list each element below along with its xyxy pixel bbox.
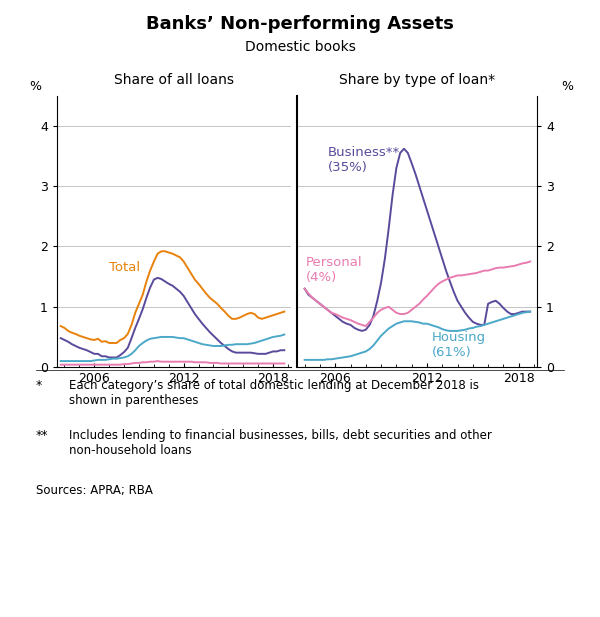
Text: Domestic books: Domestic books: [245, 40, 355, 54]
Text: *: *: [36, 379, 42, 392]
Text: %: %: [29, 80, 41, 93]
Text: Personal
(4%): Personal (4%): [306, 257, 363, 284]
Text: Housing
(61%): Housing (61%): [431, 331, 485, 359]
Text: **: **: [36, 429, 49, 442]
Text: Total: Total: [109, 260, 140, 273]
Text: Sources: APRA; RBA: Sources: APRA; RBA: [36, 484, 153, 497]
Text: Each category’s share of total domestic lending at December 2018 is
shown in par: Each category’s share of total domestic …: [69, 379, 479, 407]
Text: Business**
(35%): Business** (35%): [328, 146, 400, 174]
Text: Share by type of loan*: Share by type of loan*: [339, 73, 495, 88]
Text: Share of all loans: Share of all loans: [114, 73, 234, 88]
Text: Includes lending to financial businesses, bills, debt securities and other
non-h: Includes lending to financial businesses…: [69, 429, 492, 457]
Text: Banks’ Non-performing Assets: Banks’ Non-performing Assets: [146, 15, 454, 33]
Text: %: %: [561, 80, 573, 93]
